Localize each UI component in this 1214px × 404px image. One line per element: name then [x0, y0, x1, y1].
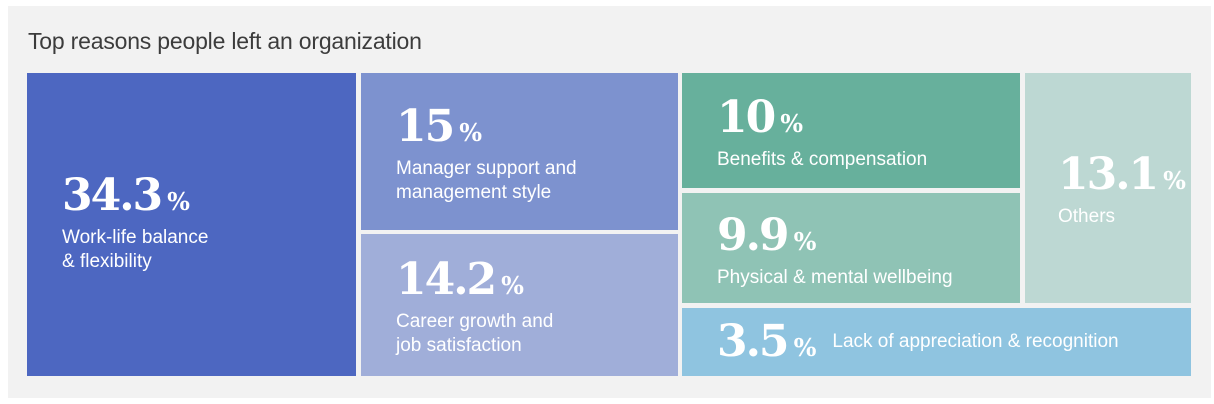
percent-sign: % [793, 227, 817, 256]
value-number: 34.3 [62, 170, 163, 221]
block-value: 34.3% [62, 174, 356, 218]
treemap-block-wellbeing: 9.9% Physical & mental wellbeing [682, 193, 1020, 303]
block-label: Work-life balance & flexibility [62, 226, 356, 274]
percent-sign: % [167, 187, 190, 216]
label-line-1: Physical & mental wellbeing [717, 267, 953, 288]
label-line-1: Manager support and [396, 158, 577, 179]
block-label: Lack of appreciation & recognition [832, 330, 1118, 354]
value-number: 10 [717, 92, 776, 143]
label-line-2: & flexibility [62, 251, 152, 272]
block-label: Manager support and management style [396, 157, 678, 205]
label-line-1: Benefits & compensation [717, 149, 928, 170]
block-value: 13.1% [1058, 153, 1191, 197]
treemap-block-others: 13.1% Others [1025, 73, 1191, 303]
percent-sign: % [793, 333, 817, 362]
label-line-1: Lack of appreciation & recognition [832, 331, 1119, 352]
treemap-block-work-life-balance: 34.3% Work-life balance & flexibility [27, 73, 356, 376]
block-value: 14.2% [396, 258, 678, 302]
block-label: Others [1058, 205, 1191, 229]
block-value: 10% [717, 96, 1020, 140]
label-line-1: Others [1058, 206, 1116, 227]
chart-title: Top reasons people left an organization [28, 28, 422, 54]
value-number: 3.5 [717, 316, 790, 367]
label-line-2: management style [396, 182, 552, 203]
block-label: Physical & mental wellbeing [717, 266, 1020, 290]
value-number: 9.9 [717, 210, 790, 261]
block-label: Career growth and job satisfaction [396, 310, 678, 358]
treemap-block-benefits: 10% Benefits & compensation [682, 73, 1020, 188]
percent-sign: % [459, 118, 483, 147]
percent-sign: % [501, 271, 524, 300]
treemap-block-manager-support: 15% Manager support and management style [361, 73, 678, 230]
block-value: 15% [396, 105, 678, 149]
value-number: 15 [396, 101, 455, 152]
block-value: 3.5% [717, 320, 816, 364]
value-number: 14.2 [396, 254, 497, 305]
block-label: Benefits & compensation [717, 148, 1020, 172]
treemap-block-career-growth: 14.2% Career growth and job satisfaction [361, 234, 678, 376]
value-number: 13.1 [1058, 149, 1159, 200]
block-value: 9.9% [717, 214, 1020, 258]
label-line-2: job satisfaction [396, 335, 522, 356]
label-line-1: Work-life balance [62, 227, 209, 248]
treemap-block-appreciation: 3.5% Lack of appreciation & recognition [682, 308, 1191, 376]
label-line-1: Career growth and [396, 311, 554, 332]
percent-sign: % [1163, 166, 1186, 195]
percent-sign: % [780, 109, 804, 138]
